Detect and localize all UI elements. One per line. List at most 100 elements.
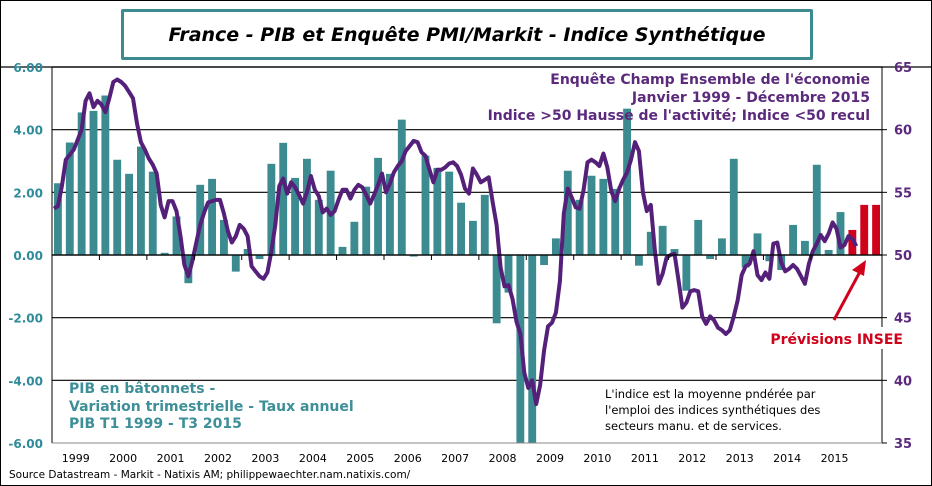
gdp-bar bbox=[492, 255, 501, 324]
gdp-bar bbox=[421, 155, 430, 255]
gdp-annotation-line-1: PIB en bâtonnets - bbox=[69, 381, 215, 397]
gdp-bar bbox=[279, 142, 288, 255]
x-axis-tick-label: 2008 bbox=[489, 452, 517, 465]
gdp-bar bbox=[220, 219, 228, 255]
x-axis-tick-label: 2015 bbox=[821, 452, 849, 465]
gdp-bar bbox=[125, 173, 133, 255]
right-axis-tick-label: 40 bbox=[894, 374, 912, 389]
index-note: L'indice est la moyenne pndérée par l'em… bbox=[605, 387, 820, 433]
gdp-bar bbox=[599, 178, 608, 255]
pmi-annotation-line-2: Janvier 1999 - Décembre 2015 bbox=[631, 90, 870, 106]
x-axis-tick-label: 2006 bbox=[394, 452, 422, 465]
gdp-bar bbox=[824, 249, 833, 255]
gdp-bar bbox=[433, 167, 442, 255]
gdp-bar bbox=[160, 252, 169, 255]
pmi-annotation-line-1: Enquête Champ Ensemble de l'économie bbox=[550, 72, 870, 88]
left-axis-tick-label: 0.00 bbox=[13, 249, 43, 263]
chart-title: France - PIB et Enquête PMI/Markit - Ind… bbox=[168, 23, 766, 46]
gdp-bar bbox=[89, 110, 98, 255]
gdp-bar bbox=[208, 178, 216, 255]
left-axis-tick-label: -6.00 bbox=[8, 437, 43, 451]
right-axis-tick-label: 35 bbox=[894, 437, 912, 452]
forecast-arrow-head-icon bbox=[852, 260, 866, 276]
right-axis-tick-label: 65 bbox=[894, 61, 912, 76]
x-axis-tick-label: 2004 bbox=[299, 452, 327, 465]
gdp-bar bbox=[706, 255, 714, 260]
x-axis-tick-label: 2013 bbox=[726, 452, 754, 465]
x-axis-tick-label: 2000 bbox=[109, 452, 137, 465]
x-axis-tick-label: 2002 bbox=[204, 452, 232, 465]
gdp-bar bbox=[504, 255, 513, 293]
gdp-bar bbox=[255, 255, 264, 260]
pmi-annotation: Enquête Champ Ensemble de l'économie Jan… bbox=[488, 72, 870, 124]
gdp-bar bbox=[765, 255, 774, 262]
x-axis-tick-label: 2003 bbox=[251, 452, 279, 465]
index-note-line-3: secteurs manu. et de services. bbox=[605, 419, 782, 433]
gdp-bar bbox=[611, 188, 620, 255]
gdp-bar bbox=[801, 240, 809, 255]
chart-title-box: France - PIB et Enquête PMI/Markit - Ind… bbox=[121, 9, 813, 60]
right-axis-tick-label: 45 bbox=[894, 312, 912, 327]
x-axis-tick-label: 2007 bbox=[441, 452, 469, 465]
right-axis-tick-label: 55 bbox=[894, 186, 912, 201]
gdp-bar bbox=[113, 159, 122, 255]
gdp-bar bbox=[445, 171, 454, 255]
right-axis-tick-label: 60 bbox=[894, 124, 912, 139]
gdp-bar bbox=[243, 249, 252, 255]
gdp-bar bbox=[682, 255, 691, 291]
gdp-bar bbox=[77, 112, 86, 255]
gdp-bar bbox=[587, 175, 596, 255]
gdp-bar bbox=[528, 255, 537, 443]
x-axis-tick-label: 2014 bbox=[773, 452, 801, 465]
gdp-bar bbox=[469, 220, 477, 255]
right-axis-tick-label: 50 bbox=[894, 249, 912, 264]
gdp-bar bbox=[172, 216, 181, 255]
gdp-bar bbox=[409, 255, 418, 257]
gdp-bar bbox=[314, 199, 323, 255]
x-axis-tick-label: 1999 bbox=[62, 452, 90, 465]
gdp-annotation-line-2: Variation trimestrielle - Taux annuel bbox=[69, 399, 354, 415]
gdp-bar bbox=[231, 255, 240, 272]
gdp-bar bbox=[812, 164, 821, 255]
x-axis-tick-label: 2005 bbox=[346, 452, 374, 465]
gdp-bar bbox=[753, 233, 762, 255]
x-axis-tick-label: 2012 bbox=[678, 452, 706, 465]
index-note-line-1: L'indice est la moyenne pndérée par bbox=[605, 387, 816, 401]
gdp-bar bbox=[137, 146, 145, 255]
gdp-bar bbox=[789, 224, 797, 255]
forecast-label: Prévisions INSEE bbox=[770, 332, 903, 348]
gdp-bar bbox=[338, 246, 347, 255]
gdp-bar bbox=[623, 108, 631, 255]
gdp-bar bbox=[101, 95, 110, 255]
gdp-bar bbox=[362, 186, 371, 255]
gdp-bar bbox=[729, 158, 738, 255]
gdp-bar bbox=[575, 199, 584, 255]
gdp-bar bbox=[148, 171, 157, 255]
left-axis-tick-label: -4.00 bbox=[8, 374, 43, 388]
gdp-bar bbox=[836, 212, 845, 255]
gdp-bar bbox=[646, 231, 655, 255]
x-axis-tick-label: 2009 bbox=[536, 452, 564, 465]
forecast-annotation: Prévisions INSEE bbox=[758, 260, 908, 349]
gdp-bar bbox=[552, 238, 560, 255]
gdp-bar bbox=[350, 221, 359, 255]
tick-labels: 6.00 4.00 2.00 0.00 -2.00 -4.00 -6.00 65 60 55 50 4… bbox=[8, 61, 912, 465]
x-axis-tick-label: 2001 bbox=[157, 452, 185, 465]
gdp-bar bbox=[386, 173, 394, 255]
axes bbox=[51, 66, 887, 444]
gdp-annotation: PIB en bâtonnets - Variation trimestriel… bbox=[69, 381, 354, 432]
gdp-bar bbox=[54, 183, 62, 255]
gdp-bar bbox=[741, 255, 750, 268]
source-note: Source Datastream - Markit - Natixis AM;… bbox=[9, 469, 411, 481]
gdp-bar bbox=[540, 255, 548, 266]
gdp-bar bbox=[374, 157, 382, 255]
forecast-label-bg bbox=[758, 327, 908, 349]
gdp-bar bbox=[267, 163, 276, 255]
gdp-bar bbox=[291, 177, 299, 255]
index-note-line-2: l'emploi des indices synthétiques des bbox=[605, 403, 820, 417]
gdp-bar bbox=[457, 202, 465, 255]
gdp-bar bbox=[65, 142, 74, 255]
gdp-bar bbox=[397, 119, 406, 255]
pmi-line-group bbox=[52, 77, 859, 407]
